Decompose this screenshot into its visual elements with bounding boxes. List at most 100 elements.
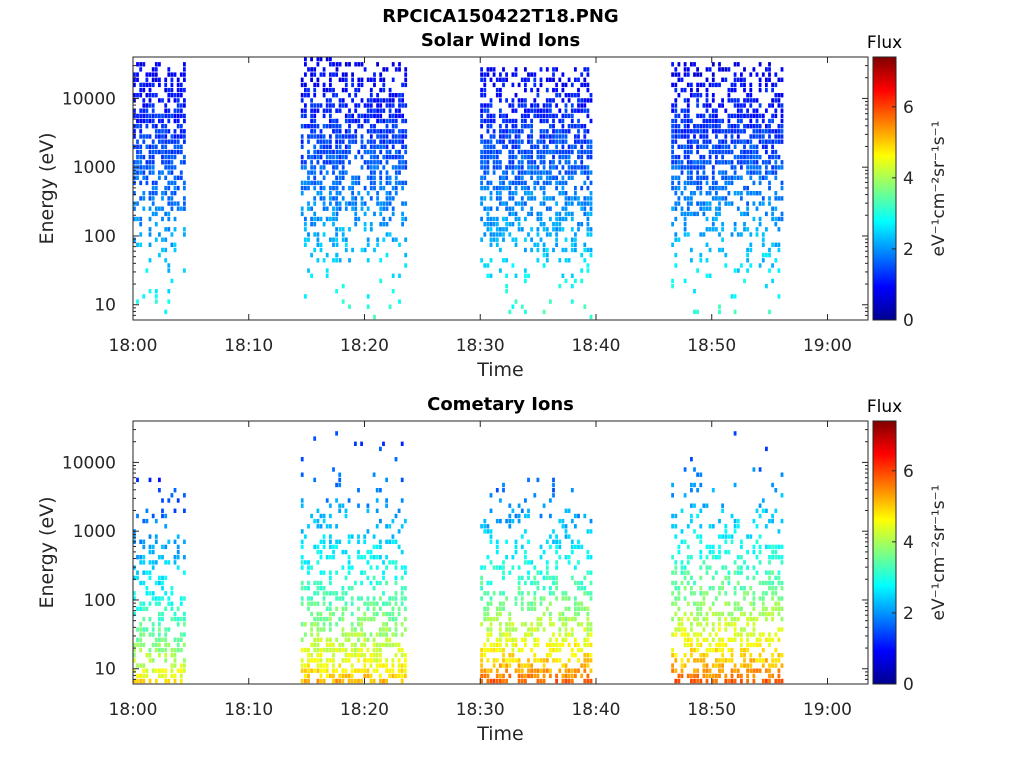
spectrogram-bin [746,227,749,232]
spectrogram-bin [586,139,590,144]
spectrogram-bin [511,647,515,653]
spectrogram-bin [176,565,180,570]
spectrogram-bin [567,606,571,611]
spectrogram-bin [680,118,684,124]
spectrogram-bin [170,201,174,206]
spectrogram-bin [307,170,310,175]
spectrogram-bin [589,518,593,524]
spectrogram-bin [552,87,555,93]
spectrogram-bin [300,555,304,560]
spectrogram-bin [319,647,323,653]
spectrogram-bin [385,678,388,684]
spectrogram-bin [536,139,540,144]
spectrogram-bin [752,591,756,596]
spectrogram-bin [771,549,774,555]
spectrogram-bin [480,258,483,263]
spectrogram-bin [375,488,379,493]
spectrogram-bin [164,247,168,253]
spectrogram-bin [307,653,310,658]
spectrogram-bin [388,642,392,648]
spectrogram-bin [711,93,715,98]
spectrogram-bin [489,103,493,108]
spectrogram-bin [394,185,398,191]
spectrogram-bin [354,678,357,684]
spectrogram-bin [749,668,753,673]
spectrogram-bin [527,658,530,663]
spectrogram-bin [173,560,177,565]
spectrogram-bin [307,673,310,679]
colorbar-tick-label: 6 [903,98,914,118]
spectrogram-bin [492,170,496,175]
spectrogram-bin [721,185,724,191]
spectrogram-bin [574,67,577,72]
spectrogram-bin [357,503,360,508]
spectrogram-bin [686,149,690,155]
spectrogram-bin [335,591,338,596]
spectrogram-bin [404,263,408,268]
spectrogram-bin [332,663,335,668]
spectrogram-bin [341,565,345,570]
spectrogram-bin [680,560,684,565]
spectrogram-bin [319,185,323,191]
spectrogram-bin [388,154,392,160]
spectrogram-bin [677,165,681,170]
spectrogram-bin [708,632,712,637]
spectrogram-bin [385,175,389,180]
spectrogram-bin [329,580,332,586]
spectrogram-bin [511,518,515,524]
spectrogram-bin [489,529,493,534]
spectrogram-bin [511,72,515,77]
spectrogram-bin [133,108,136,113]
spectrogram-bin [749,149,753,155]
spectrogram-bin [398,108,401,113]
spectrogram-bin [164,591,168,596]
spectrogram-bin [164,627,168,632]
spectrogram-bin [341,160,345,165]
spectrogram-bin [363,534,367,539]
plot-frame [132,56,869,321]
spectrogram-bin [505,658,508,663]
spectrogram-bin [170,242,174,247]
spectrogram-bin [514,191,518,196]
spectrogram-bin [357,606,360,611]
spectrogram-bin [774,108,778,113]
spectrogram-bin [332,258,335,263]
spectrogram-bin [316,611,320,617]
spectrogram-bin [690,118,693,124]
spectrogram-bin [765,175,768,180]
spectrogram-bin [733,227,737,232]
spectrogram-bin [527,273,530,278]
spectrogram-bin [555,647,558,653]
spectrogram-bin [319,524,323,529]
spectrogram-bin [555,534,558,539]
spectrogram-bin [533,82,537,88]
spectrogram-bin [555,103,558,108]
spectrogram-bin [404,627,407,632]
spectrogram-bin [483,642,487,648]
spectrogram-bin [480,596,483,601]
spectrogram-bin [372,601,376,606]
spectrogram-bin [372,668,376,673]
spectrogram-bin [583,103,587,108]
spectrogram-bin [539,616,543,622]
spectrogram-bin [743,211,746,217]
spectrogram-bin [755,113,759,119]
spectrogram-bin [357,637,360,642]
spectrogram-bin [718,647,721,653]
spectrogram-bin [495,668,499,673]
spectrogram-bin [586,196,590,201]
spectrogram-bin [740,632,743,637]
spectrogram-bin [332,216,335,222]
spectrogram-bin [511,144,515,149]
spectrogram-bin [539,211,543,217]
spectrogram-bin [486,165,490,170]
spectrogram-bin [583,642,587,648]
spectrogram-bin [329,191,332,196]
spectrogram-bin [586,642,590,648]
spectrogram-bin [564,129,568,134]
spectrogram-bin [161,544,164,550]
spectrogram-bin [357,668,360,673]
spectrogram-bin [391,668,395,673]
spectrogram-bin [398,113,401,119]
spectrogram-bin [394,642,398,648]
